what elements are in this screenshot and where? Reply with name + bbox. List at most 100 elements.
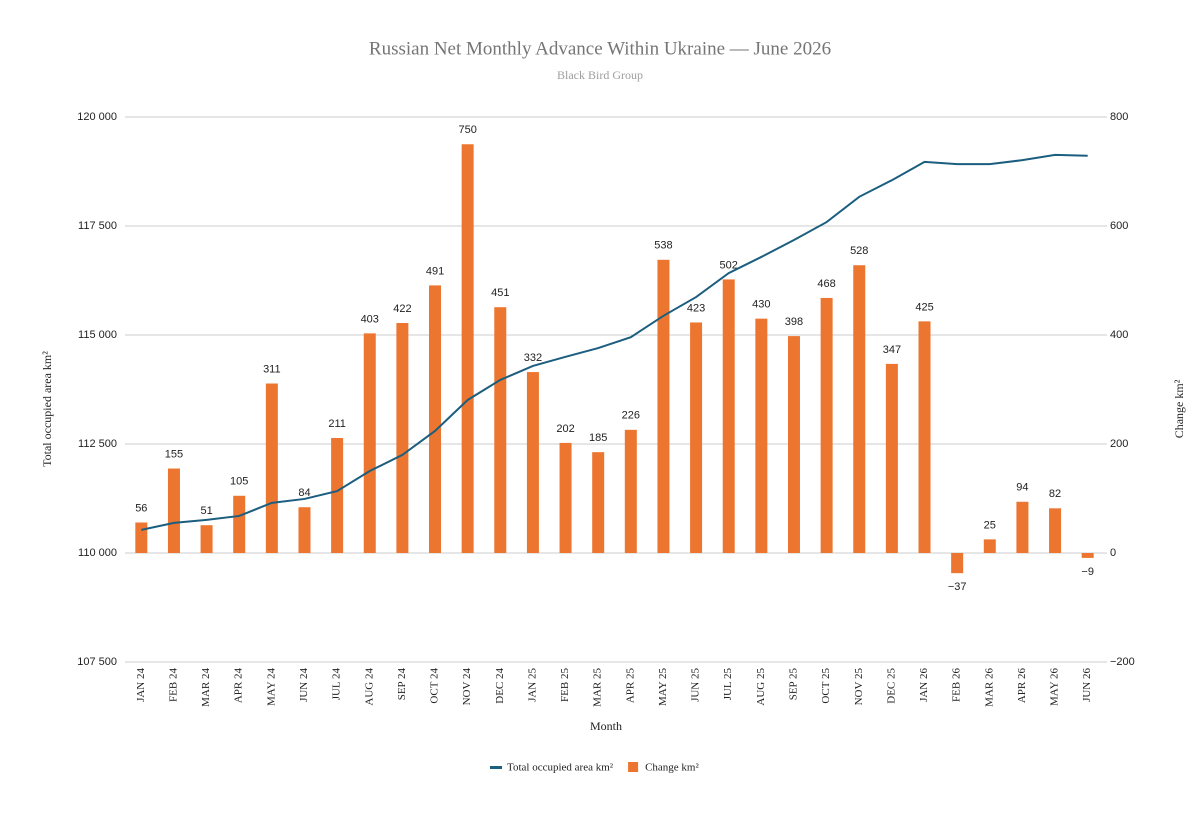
y-tick-label: 112 500: [78, 438, 117, 450]
legend-label: Total occupied area km²: [507, 762, 614, 774]
y-tick-label: 120 000: [77, 111, 117, 123]
y2-axis-title: Change km²: [1172, 379, 1186, 438]
data-label: 155: [165, 448, 183, 460]
bar: [690, 322, 703, 553]
data-label: 468: [817, 278, 835, 290]
data-label: 82: [1049, 488, 1061, 500]
x-tick-label: JUN 26: [1081, 668, 1093, 702]
x-tick-label: APR 26: [1016, 668, 1028, 704]
y-tick-label: 115 000: [78, 329, 117, 341]
bar: [494, 307, 507, 553]
y2-tick-label: 400: [1110, 329, 1128, 341]
y2-tick-label: 800: [1110, 111, 1128, 123]
bar: [755, 318, 768, 553]
x-tick-label: FEB 24: [167, 668, 179, 702]
x-tick-label: OCT 25: [820, 668, 832, 704]
x-tick-label: MAR 26: [983, 668, 995, 707]
x-tick-label: AUG 24: [363, 668, 375, 706]
data-label: 398: [785, 316, 803, 328]
y-tick-label: 110 000: [78, 547, 117, 559]
bar: [1081, 553, 1094, 558]
data-label: 491: [426, 265, 444, 277]
x-tick-label: OCT 24: [429, 668, 441, 704]
bar: [396, 323, 409, 553]
data-label: 403: [361, 313, 379, 325]
chart-subtitle: Black Bird Group: [557, 68, 643, 82]
y2-tick-label: 0: [1110, 547, 1116, 559]
bar: [983, 539, 996, 553]
bar: [951, 553, 964, 574]
bar: [1049, 508, 1062, 553]
data-label: 202: [556, 423, 574, 435]
x-tick-label: JUN 24: [298, 668, 310, 702]
x-tick-label: JUL 25: [722, 668, 734, 701]
data-label: 332: [524, 352, 542, 364]
x-tick-label: NOV 24: [461, 668, 473, 706]
data-label: 84: [298, 487, 310, 499]
data-label: 422: [393, 303, 411, 315]
x-tick-label: DEC 25: [885, 668, 897, 704]
y2-tick-label: −200: [1110, 656, 1135, 668]
data-label: −37: [948, 581, 967, 593]
data-label: 311: [263, 363, 281, 375]
y2-tick-label: 200: [1110, 438, 1128, 450]
x-tick-label: MAY 26: [1049, 668, 1061, 707]
data-label: 226: [622, 410, 640, 422]
bar: [298, 507, 311, 553]
x-tick-label: APR 24: [233, 668, 245, 704]
x-tick-label: MAY 24: [265, 668, 277, 707]
data-label: 185: [589, 432, 607, 444]
x-tick-label: JUN 25: [690, 668, 702, 702]
x-tick-label: MAR 25: [592, 668, 604, 707]
bar: [787, 336, 800, 553]
x-tick-label: APR 25: [624, 668, 636, 704]
y-tick-label: 117 500: [78, 220, 117, 232]
x-tick-label: MAR 24: [200, 668, 212, 707]
data-label: 528: [850, 245, 868, 257]
y-tick-label: 107 500: [77, 656, 117, 668]
data-label: 425: [915, 301, 933, 313]
data-label: 538: [654, 240, 672, 252]
bar: [657, 259, 670, 553]
bar: [233, 495, 246, 553]
x-tick-label: DEC 24: [494, 668, 506, 704]
data-label: 347: [883, 344, 901, 356]
data-label: 451: [491, 287, 509, 299]
data-label: 502: [720, 259, 738, 271]
bar: [918, 321, 931, 553]
bar: [592, 452, 605, 553]
legend-swatch: [490, 766, 502, 769]
bar: [526, 372, 539, 553]
bar: [722, 279, 735, 553]
data-label: 51: [200, 505, 212, 517]
bar: [331, 438, 344, 553]
bar: [135, 522, 148, 553]
bar: [885, 363, 898, 553]
x-tick-label: JUL 24: [331, 668, 343, 701]
bar: [820, 297, 833, 553]
line: [141, 153, 1088, 531]
bar: [559, 442, 572, 553]
x-tick-label: AUG 25: [755, 668, 767, 706]
bar: [1016, 501, 1029, 553]
x-axis-title: Month: [590, 719, 622, 733]
x-tick-label: JAN 24: [135, 668, 147, 702]
x-tick-label: JAN 26: [918, 668, 930, 702]
x-tick-label: NOV 25: [853, 668, 865, 706]
data-label: 94: [1016, 482, 1028, 494]
data-label: 105: [230, 476, 248, 488]
bar: [167, 468, 180, 553]
bar: [265, 383, 278, 553]
data-label: 423: [687, 302, 705, 314]
data-label: 56: [135, 502, 147, 514]
bar: [624, 429, 637, 553]
bar: [461, 144, 474, 553]
data-label: 750: [458, 124, 476, 136]
data-label: 430: [752, 299, 770, 311]
data-label: −9: [1081, 566, 1094, 578]
bar: [853, 265, 866, 553]
x-tick-label: JAN 25: [526, 668, 538, 702]
legend-swatch: [628, 762, 639, 772]
x-tick-label: MAY 25: [657, 668, 669, 707]
